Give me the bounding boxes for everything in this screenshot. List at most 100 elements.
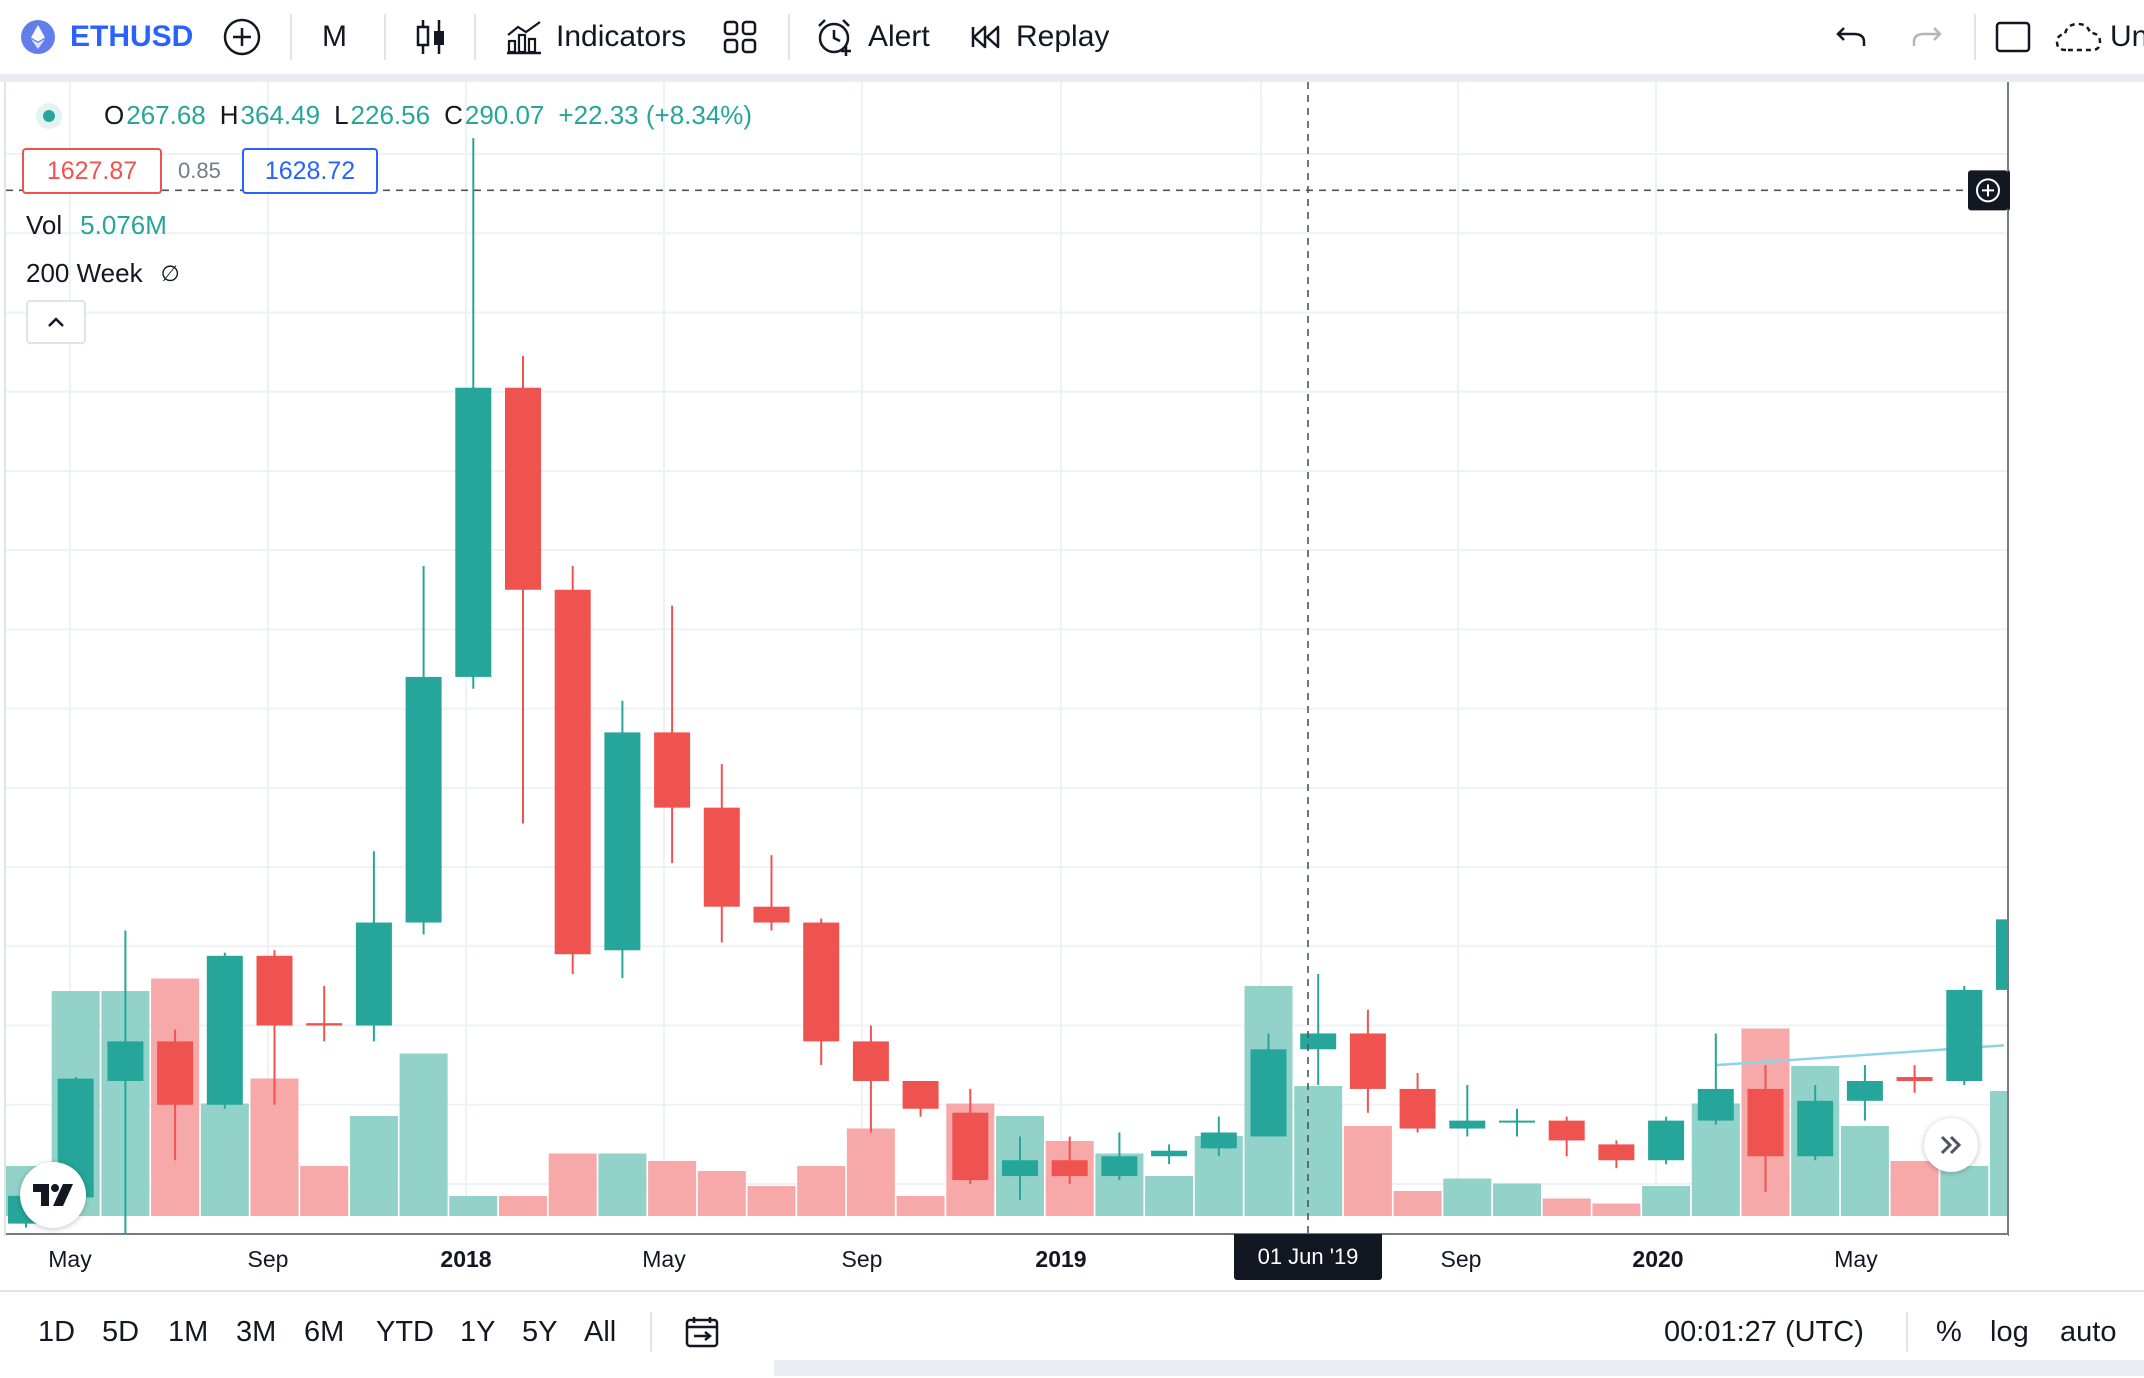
candle-body[interactable] (654, 732, 691, 808)
interval-button[interactable]: M (322, 0, 347, 74)
candle-body[interactable] (852, 1041, 889, 1081)
open-value: 267.68 (126, 100, 206, 130)
candle-body[interactable] (703, 807, 740, 907)
candle-body[interactable] (1797, 1100, 1834, 1157)
alert-button[interactable]: Alert (814, 0, 930, 74)
redo-button[interactable] (1910, 0, 1944, 74)
close-value: 290.07 (464, 100, 545, 130)
candle-body[interactable] (604, 732, 641, 951)
volume-bar (200, 1103, 249, 1216)
candle-body[interactable] (107, 1041, 144, 1081)
ohlc-legend: O 267.68 H 364.49 L 226.56 C 290.07 +22.… (36, 100, 766, 131)
candle-body[interactable] (1101, 1156, 1138, 1177)
low-key: L (334, 100, 349, 130)
time-axis-label: 2020 (1632, 1246, 1684, 1272)
axes: USD ˅1400.001300.001200.001100.001000.00… (6, 82, 2012, 1236)
log-scale-toggle[interactable]: log (1990, 1315, 2029, 1348)
candle-body[interactable] (306, 1023, 343, 1026)
candle-body[interactable] (1151, 1150, 1188, 1157)
redo-icon (1912, 27, 1942, 46)
sell-price-button[interactable]: 1627.87 (22, 148, 162, 194)
candle-body[interactable] (1896, 1077, 1933, 1081)
symbol-button[interactable]: ETHUSD (20, 0, 193, 74)
chevron-up-icon (48, 317, 64, 327)
candle-body[interactable] (803, 922, 840, 1042)
candle-body[interactable] (1002, 1160, 1038, 1177)
volume-bar (797, 1166, 846, 1216)
toolbar-divider (788, 14, 790, 60)
percent-scale-toggle[interactable]: % (1936, 1315, 1962, 1348)
candle-body[interactable] (355, 922, 392, 1026)
range-button-5y[interactable]: 5Y (522, 1315, 558, 1348)
chart-type-button[interactable] (414, 0, 448, 74)
volume-bar (399, 1053, 448, 1216)
candle-body[interactable] (1598, 1144, 1635, 1161)
candle-body[interactable] (1399, 1088, 1436, 1129)
range-button-1d[interactable]: 1D (38, 1315, 76, 1348)
change-value: +22.33 (+8.34%) (558, 100, 753, 130)
ma-label: 200 Week (26, 258, 143, 288)
candle-body[interactable] (1747, 1088, 1784, 1157)
high-key: H (219, 100, 239, 130)
candle-body[interactable] (1499, 1120, 1535, 1123)
volume-bar (548, 1153, 597, 1216)
candle-body[interactable] (1051, 1160, 1088, 1177)
candle-body[interactable] (256, 955, 293, 1026)
date-range-button[interactable] (684, 1292, 720, 1372)
time-axis-label: May (642, 1246, 686, 1272)
layout-button[interactable] (722, 0, 758, 74)
chart-area[interactable]: USD ˅1400.001300.001200.001100.001000.00… (4, 82, 2012, 1280)
toolbar-divider (1906, 1312, 1908, 1352)
candle-body[interactable] (902, 1081, 939, 1109)
candle-body[interactable] (1697, 1088, 1734, 1121)
range-button-6m[interactable]: 6M (304, 1315, 345, 1348)
range-button-1m[interactable]: 1M (168, 1315, 209, 1348)
auto-scale-toggle[interactable]: auto (2060, 1315, 2117, 1348)
save-layout-button[interactable]: Un (2054, 0, 2144, 74)
volume-bar (1393, 1191, 1442, 1216)
volume-bar (300, 1166, 349, 1216)
alarm-clock-icon (818, 19, 851, 56)
range-button-5d[interactable]: 5D (102, 1315, 140, 1348)
range-button-1y[interactable]: 1Y (460, 1315, 496, 1348)
candle-body[interactable] (753, 906, 790, 923)
candle-body[interactable] (1648, 1120, 1685, 1161)
buy-price-button[interactable]: 1628.72 (242, 148, 378, 194)
time-axis-label: May (48, 1246, 92, 1272)
candles (8, 138, 2012, 1236)
replay-button[interactable]: Replay (970, 0, 1109, 74)
candle-body[interactable] (554, 589, 591, 955)
double-chevron-right-icon (1940, 1135, 1962, 1155)
candle-body[interactable] (1548, 1120, 1585, 1141)
indicators-button[interactable]: Indicators (504, 0, 686, 74)
clock-label[interactable]: 00:01:27 (UTC) (1664, 1315, 1864, 1348)
fullscreen-button[interactable] (1994, 0, 2032, 74)
candle-body[interactable] (1946, 989, 1983, 1081)
candle-body[interactable] (455, 387, 492, 677)
candle-body[interactable] (405, 676, 442, 923)
volume-bar (1592, 1203, 1641, 1216)
volume-bar (1990, 1091, 2012, 1216)
candle-body[interactable] (1200, 1132, 1237, 1149)
top-toolbar: ETHUSD M Indicators (0, 0, 2144, 74)
collapse-legend-button[interactable] (26, 300, 86, 344)
undo-button[interactable] (1834, 0, 1868, 74)
range-button-3m[interactable]: 3M (236, 1315, 277, 1348)
time-axis-label: Sep (841, 1246, 883, 1272)
candle-body[interactable] (206, 955, 243, 1105)
candle-body[interactable] (1300, 1033, 1337, 1050)
price-chart[interactable]: USD ˅1400.001300.001200.001100.001000.00… (6, 82, 2012, 1236)
range-button-ytd[interactable]: YTD (376, 1315, 434, 1348)
tradingview-logo[interactable] (20, 1162, 86, 1228)
candle-body[interactable] (157, 1041, 194, 1105)
candle-body[interactable] (1449, 1120, 1486, 1129)
candle-body[interactable] (1349, 1033, 1386, 1089)
compare-symbol-button[interactable] (222, 0, 262, 74)
candle-body[interactable] (505, 387, 541, 590)
range-button-all[interactable]: All (584, 1315, 617, 1348)
scroll-to-realtime-button[interactable] (1924, 1118, 1978, 1172)
candle-body[interactable] (1250, 1049, 1287, 1137)
time-axis-label: Sep (247, 1246, 289, 1272)
candle-body[interactable] (1846, 1081, 1883, 1101)
candle-body[interactable] (952, 1112, 989, 1181)
